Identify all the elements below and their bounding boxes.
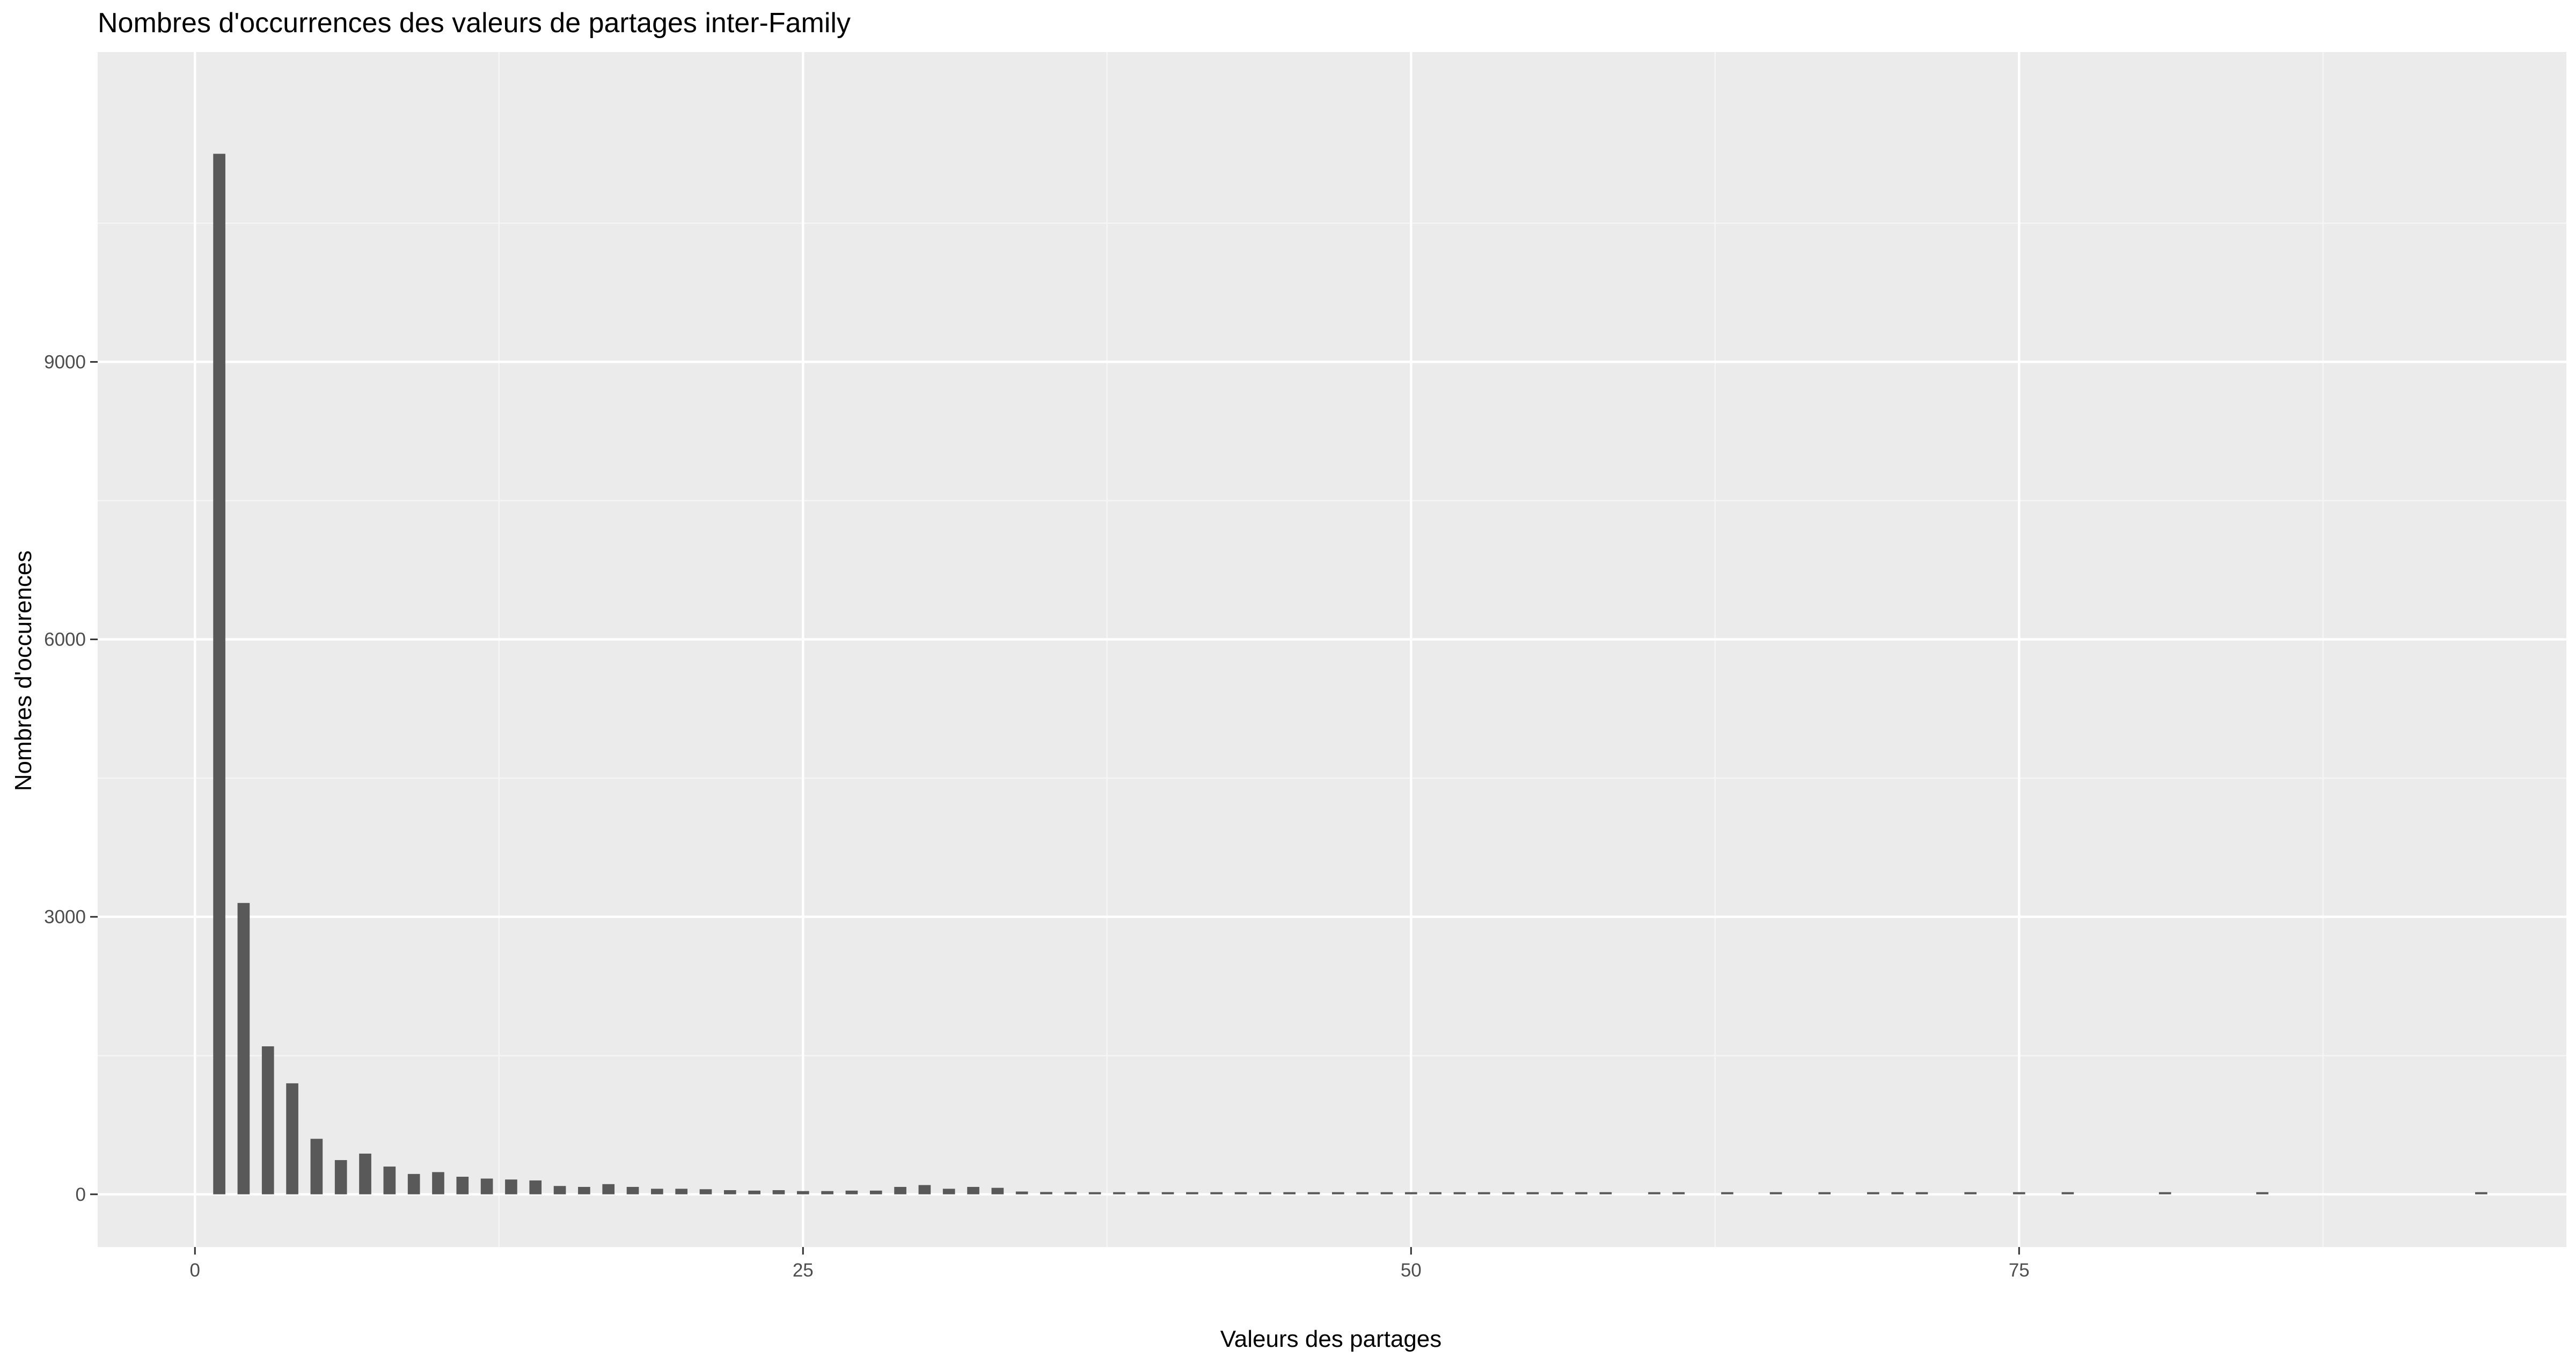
- bar: [261, 1046, 274, 1194]
- bar: [1259, 1192, 1271, 1194]
- bar: [1088, 1192, 1101, 1194]
- x-tick-label: 75: [2009, 1260, 2030, 1281]
- bar: [723, 1190, 736, 1194]
- bar: [456, 1177, 469, 1194]
- x-tick-label: 0: [190, 1260, 200, 1281]
- bar: [1648, 1192, 1660, 1194]
- bar: [1040, 1192, 1052, 1194]
- bar: [1964, 1192, 1977, 1194]
- bar: [359, 1153, 371, 1194]
- bar: [1575, 1192, 1587, 1194]
- bar: [1818, 1192, 1831, 1194]
- x-axis: 0 25 50 75: [190, 1247, 2030, 1281]
- x-tick-label: 25: [793, 1260, 814, 1281]
- plot-panel: [98, 52, 2566, 1247]
- bar: [1672, 1192, 1685, 1194]
- bar: [1283, 1192, 1296, 1194]
- y-axis-title: Nombres d'occurences: [10, 551, 36, 791]
- bar: [748, 1190, 760, 1194]
- y-tick-label: 3000: [44, 907, 86, 928]
- bar: [1550, 1192, 1563, 1194]
- bar: [1234, 1192, 1247, 1194]
- bar: [796, 1191, 809, 1194]
- bar: [869, 1190, 882, 1194]
- bar: [626, 1186, 639, 1194]
- bar: [2012, 1192, 2025, 1194]
- bar: [1867, 1192, 1879, 1194]
- bar: [1599, 1192, 1612, 1194]
- bar: [1064, 1192, 1077, 1194]
- bar: [213, 153, 225, 1194]
- bar: [529, 1180, 542, 1194]
- bar: [918, 1185, 931, 1194]
- bar: [651, 1189, 663, 1194]
- bar: [2061, 1192, 2074, 1194]
- bar: [1915, 1192, 1928, 1194]
- bar: [967, 1186, 979, 1194]
- bar: [1161, 1192, 1174, 1194]
- bar: [821, 1191, 833, 1194]
- x-tick-label: 50: [1401, 1260, 1422, 1281]
- bar: [1477, 1192, 1490, 1194]
- bar: [675, 1189, 688, 1194]
- bar: [432, 1172, 444, 1194]
- bar: [1113, 1192, 1125, 1194]
- bar: [991, 1187, 1004, 1194]
- bar: [942, 1189, 955, 1194]
- bar: [505, 1179, 517, 1194]
- bar: [1891, 1192, 1904, 1194]
- y-tick-label: 0: [76, 1184, 86, 1205]
- bar: [1526, 1192, 1539, 1194]
- y-axis: 0 3000 6000 9000: [44, 351, 98, 1205]
- bar: [1502, 1192, 1514, 1194]
- chart-title: Nombres d'occurrences des valeurs de par…: [98, 8, 851, 39]
- bar: [1210, 1192, 1223, 1194]
- minor-gridlines: [98, 52, 2566, 1247]
- bar: [1015, 1191, 1028, 1194]
- bar: [334, 1160, 347, 1194]
- bar: [772, 1190, 785, 1194]
- bar: [310, 1139, 323, 1194]
- bar: [1404, 1192, 1417, 1194]
- bar: [383, 1167, 396, 1194]
- bar: [553, 1186, 566, 1194]
- bar: [286, 1083, 298, 1194]
- bar: [2475, 1192, 2487, 1194]
- bar: [845, 1190, 858, 1194]
- bar: [2158, 1192, 2171, 1194]
- bar: [407, 1174, 420, 1194]
- bar: [1307, 1192, 1320, 1194]
- bar: [699, 1189, 712, 1194]
- bar: [480, 1178, 493, 1194]
- bar: [1186, 1192, 1198, 1194]
- bar: [1721, 1192, 1733, 1194]
- bar: [1769, 1192, 1782, 1194]
- y-tick-label: 9000: [44, 351, 86, 372]
- bar: [1356, 1192, 1368, 1194]
- bar: [1332, 1192, 1344, 1194]
- bar: [578, 1186, 590, 1194]
- y-tick-label: 6000: [44, 629, 86, 650]
- bar: [1429, 1192, 1441, 1194]
- bar: [1137, 1192, 1150, 1194]
- bar: [2256, 1192, 2268, 1194]
- bar: [237, 903, 250, 1194]
- bar: [602, 1184, 615, 1194]
- bars: [213, 153, 2487, 1194]
- bar: [894, 1186, 906, 1194]
- bar: [1453, 1192, 1466, 1194]
- bar: [1380, 1192, 1393, 1194]
- x-axis-title: Valeurs des partages: [1220, 1326, 1442, 1352]
